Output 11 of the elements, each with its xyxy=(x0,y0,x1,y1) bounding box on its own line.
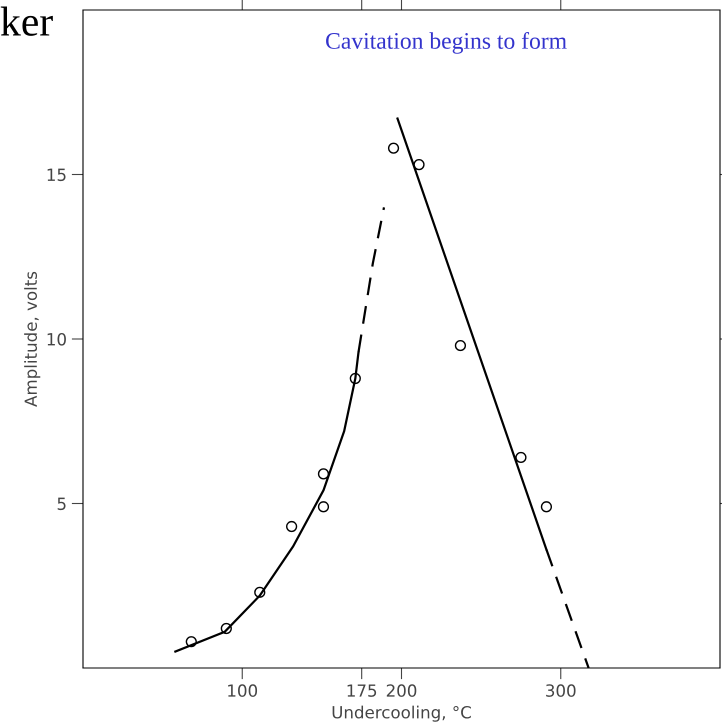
x-tick-label: 300 xyxy=(546,684,576,697)
y-tick-label: 15 xyxy=(48,168,66,182)
annotation: Cavitation begins to form xyxy=(326,32,567,54)
y-tick-label: 10 xyxy=(48,332,66,346)
y-tick-label: 5 xyxy=(58,498,66,510)
text: ker xyxy=(0,6,53,36)
x-tick-label: 175 xyxy=(348,684,376,697)
x-axis-title: Undercooling, °C xyxy=(332,706,471,722)
x-tick-label: 200 xyxy=(386,684,416,697)
y-axis-title: Amplitude, volts xyxy=(24,272,40,407)
x-tick-label: 100 xyxy=(228,684,258,697)
